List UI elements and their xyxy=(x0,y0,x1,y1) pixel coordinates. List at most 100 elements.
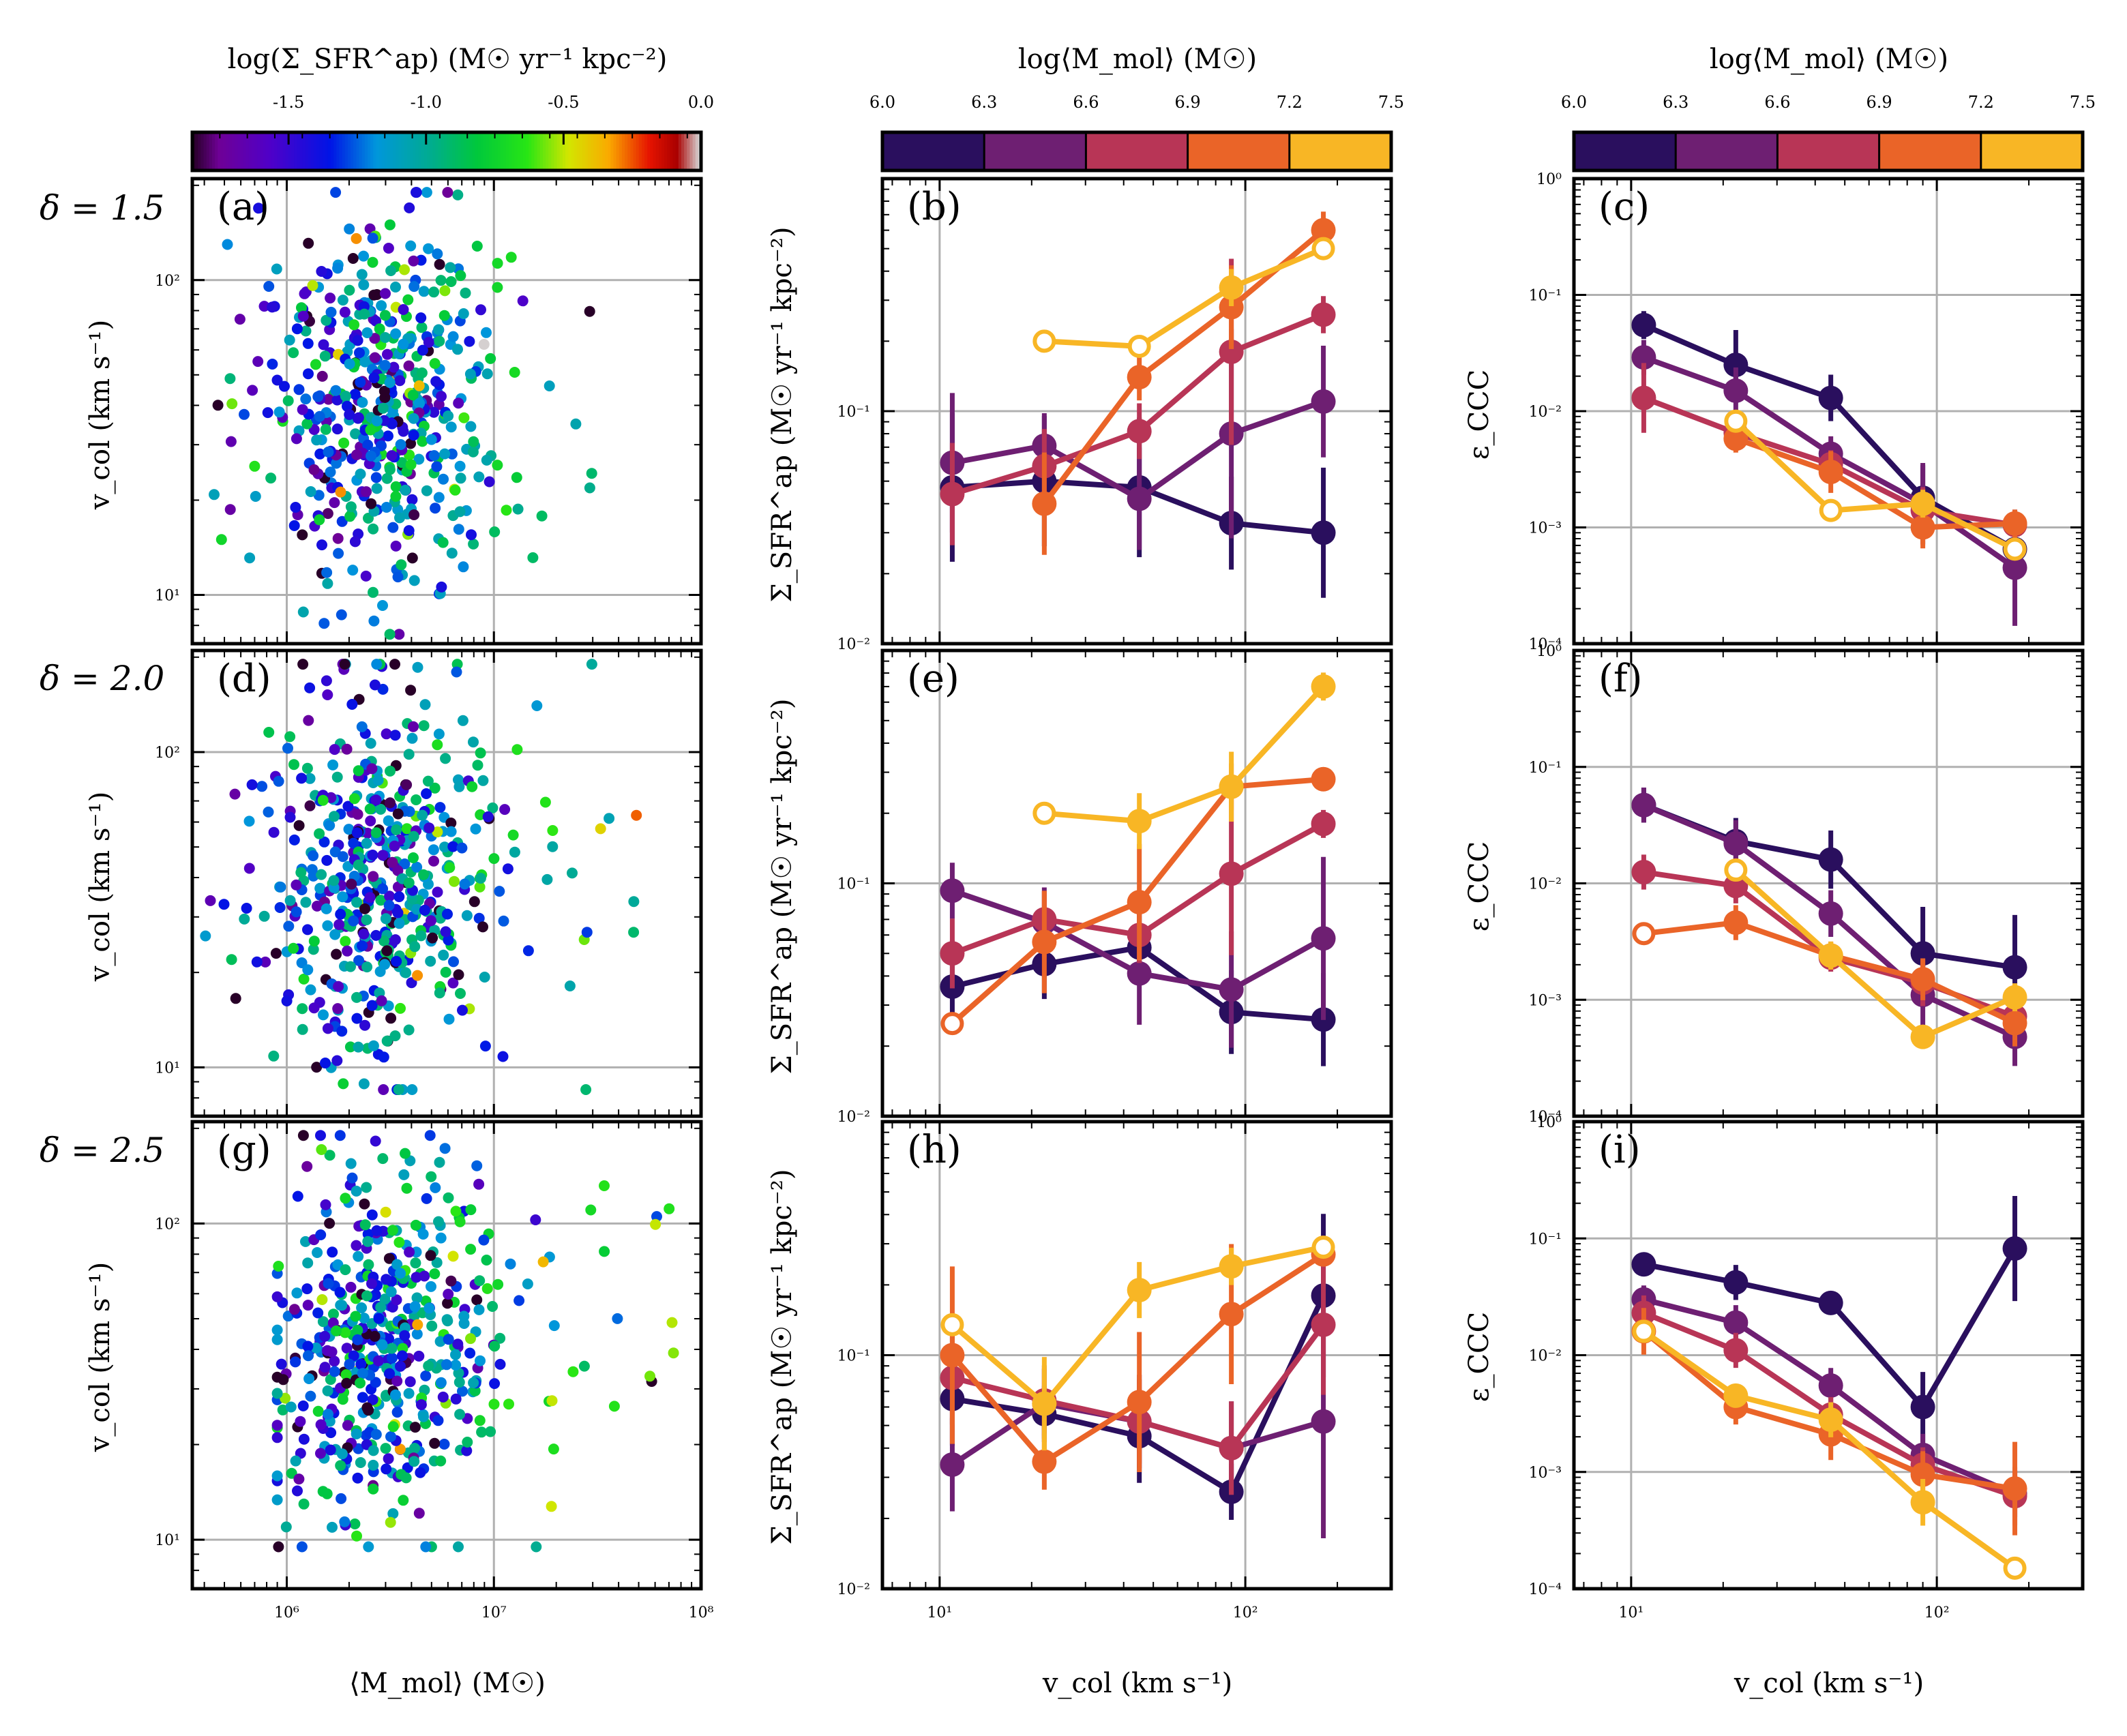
scatter-point xyxy=(406,977,417,989)
scatter-point xyxy=(384,629,396,640)
scatter-point xyxy=(492,460,503,471)
scatter-point xyxy=(256,781,268,792)
scatter-point xyxy=(443,934,454,946)
scatter-point xyxy=(423,822,435,834)
data-point xyxy=(2002,1011,2027,1036)
scatter-point xyxy=(401,779,413,790)
colorbar-segment xyxy=(492,132,496,170)
scatter-point xyxy=(383,1453,394,1465)
scatter-point xyxy=(419,904,430,916)
scatter-point xyxy=(599,1246,610,1257)
y-axis-label-left-row2: v_col (km s⁻¹) xyxy=(85,792,116,982)
colorbar-segment xyxy=(351,132,355,170)
colorbar-segment xyxy=(209,132,213,170)
scatter-point xyxy=(337,891,348,903)
scatter-point xyxy=(369,1330,381,1342)
scatter-point xyxy=(273,775,284,787)
colorbar-segment xyxy=(415,132,419,170)
scatter-point xyxy=(344,409,355,420)
scatter-point xyxy=(429,782,441,794)
y-tick-label: 10⁻³ xyxy=(1529,1465,1562,1482)
scatter-point xyxy=(408,255,419,267)
colorbar-tick-label: 6.0 xyxy=(1561,93,1587,112)
scatter-point xyxy=(284,811,296,823)
scatter-point xyxy=(385,265,397,276)
scatter-point xyxy=(546,1395,558,1407)
colorbar-tick-label: 7.2 xyxy=(1968,93,1994,112)
axes-frame xyxy=(1572,648,2085,1118)
colorbar-segment xyxy=(613,132,617,170)
scatter-point xyxy=(319,1330,331,1342)
scatter-point xyxy=(408,1311,420,1322)
data-point xyxy=(1311,302,1336,327)
scatter-point xyxy=(398,1495,409,1506)
scatter-point xyxy=(271,1334,283,1345)
scatter-point xyxy=(423,337,434,348)
scatter-point xyxy=(336,1026,348,1037)
scatter-point xyxy=(296,1541,308,1553)
scatter-point xyxy=(385,797,396,809)
scatter-point xyxy=(384,1368,396,1379)
scatter-point xyxy=(351,233,362,244)
colorbar-segment xyxy=(548,132,552,170)
scatter-point xyxy=(334,1130,346,1141)
scatter-point xyxy=(321,854,333,866)
scatter-point xyxy=(407,389,419,401)
scatter-point xyxy=(411,187,421,198)
axes-frame xyxy=(1572,177,2085,646)
scatter-point xyxy=(353,1041,364,1053)
scatter-point xyxy=(432,826,443,838)
colorbar-segment xyxy=(192,132,196,170)
series-line xyxy=(1734,868,2017,1040)
scatter-point xyxy=(316,1294,328,1305)
scatter-point xyxy=(608,1401,620,1412)
scatter-point xyxy=(412,661,423,673)
scatter-point xyxy=(474,881,486,893)
scatter-point xyxy=(612,1313,623,1324)
scatter-point xyxy=(445,262,456,273)
scatter-point xyxy=(466,529,477,541)
scatter-point xyxy=(230,993,241,1004)
scatter-point xyxy=(384,464,396,475)
colorbar-tick-label: -1.5 xyxy=(273,93,304,112)
scatter-point xyxy=(426,1171,437,1182)
scatter-point xyxy=(304,682,316,693)
colorbar-segment xyxy=(240,132,244,170)
scatter-point xyxy=(361,914,372,925)
scatter-point xyxy=(377,600,388,611)
scatter-point xyxy=(267,301,278,313)
x-tick-label: 10¹ xyxy=(927,1604,952,1621)
scatter-point xyxy=(471,1160,483,1171)
scatter-point xyxy=(437,537,449,548)
panel-d: 10¹ 10² (d) xyxy=(155,648,703,1118)
colorbar-segment xyxy=(452,132,456,170)
scatter-point xyxy=(434,335,445,347)
scatter-point xyxy=(477,921,488,933)
scatter-point xyxy=(668,1347,679,1359)
scatter-point xyxy=(378,385,390,397)
scatter-point xyxy=(578,1360,590,1372)
scatter-point xyxy=(438,1439,450,1450)
scatter-point xyxy=(301,1161,313,1172)
colorbar-segment xyxy=(198,132,202,170)
colorbar-segment xyxy=(554,132,558,170)
scatter-point xyxy=(375,1302,387,1313)
scatter-point xyxy=(351,827,363,839)
colorbar-segment xyxy=(294,132,298,170)
scatter-point xyxy=(298,1433,310,1445)
scatter-point xyxy=(421,1193,432,1204)
scatter-point xyxy=(409,1301,421,1313)
data-point-hollow xyxy=(1724,858,1748,882)
scatter-point xyxy=(440,966,451,978)
axes-frame xyxy=(190,177,703,646)
scatter-point xyxy=(306,864,318,876)
scatter-point xyxy=(436,581,447,593)
scatter-point xyxy=(291,433,302,445)
scatter-point xyxy=(379,332,391,343)
scatter-point xyxy=(369,333,381,344)
scatter-point xyxy=(425,1250,436,1261)
scatter-point xyxy=(365,738,376,749)
colorbar-segment xyxy=(591,132,595,170)
scatter-point xyxy=(393,1084,404,1095)
data-point-hollow xyxy=(1819,498,1843,522)
